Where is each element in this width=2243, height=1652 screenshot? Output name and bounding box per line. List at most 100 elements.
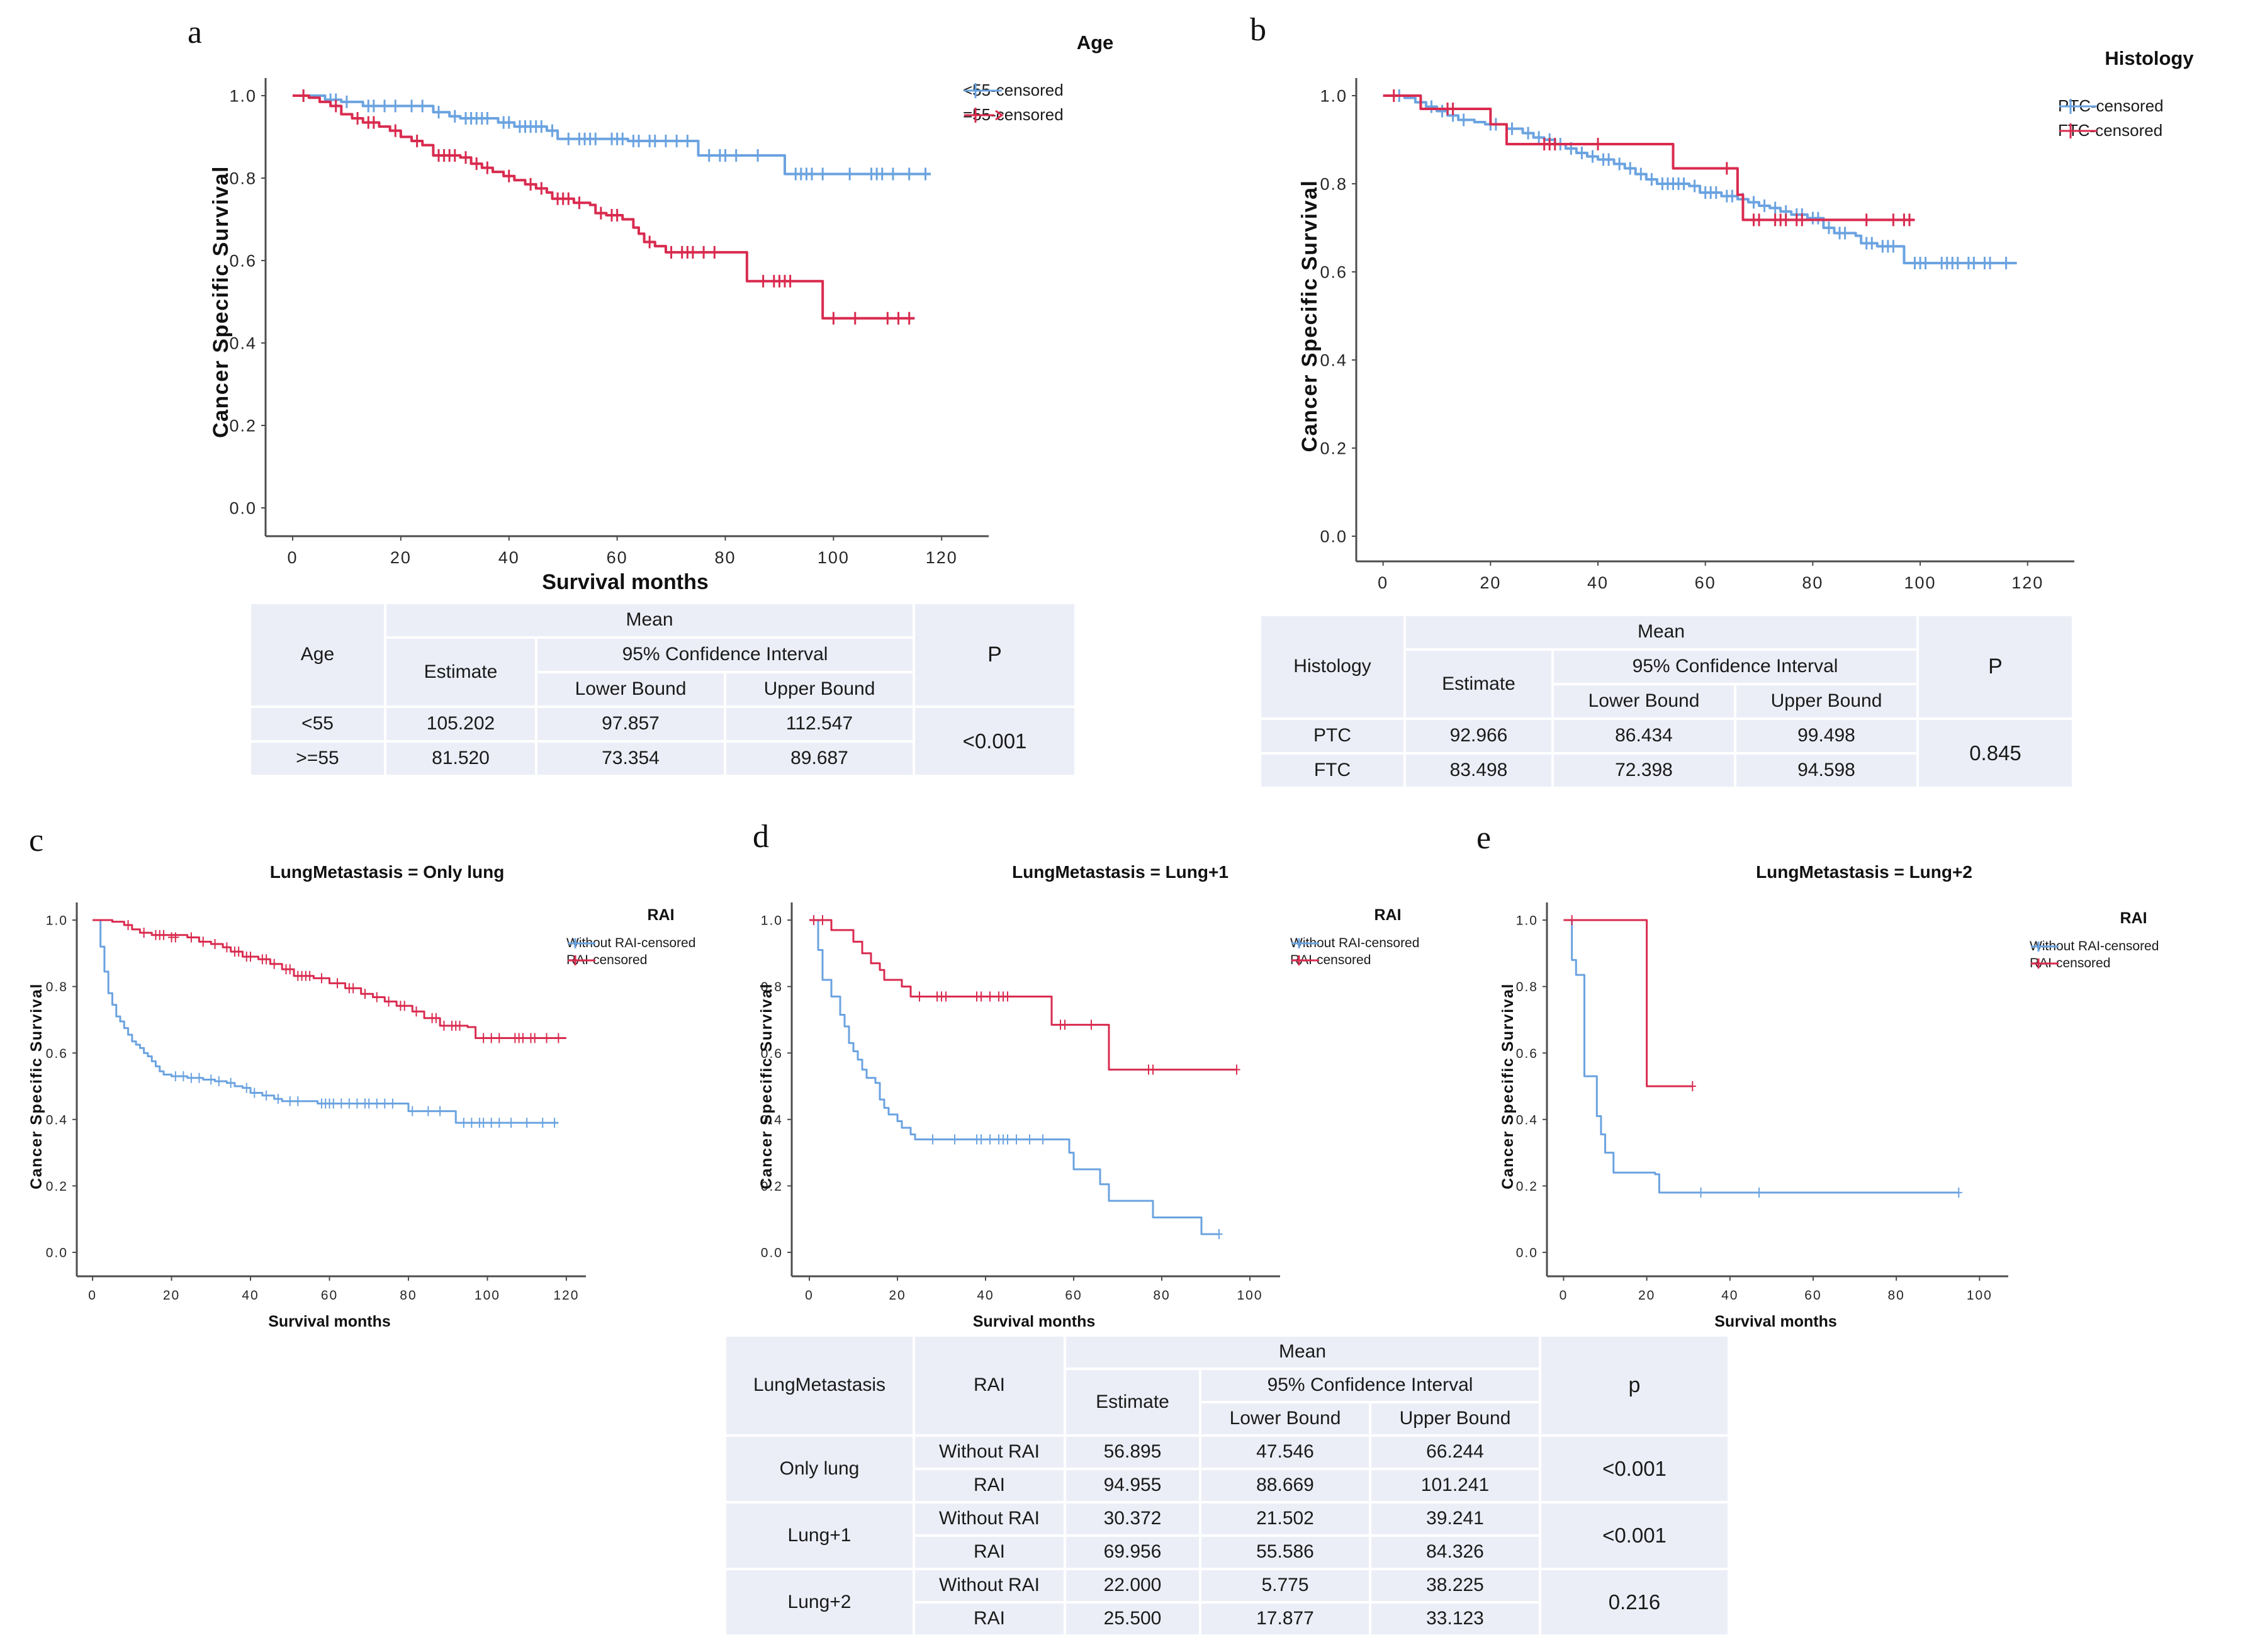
cell-upper: 89.687	[724, 740, 915, 777]
legend-entry-label: Without RAI-censored	[1290, 936, 1420, 950]
header-ci: 95% Confidence Interval	[1199, 1368, 1541, 1403]
y-tick-label: 0.0	[761, 1246, 783, 1261]
age-survival-table: Age Mean P Estimate 95% Confidence Inter…	[249, 602, 1077, 777]
km-curve-RAI-censored	[93, 919, 566, 1039]
legend-entry: Without RAI-censored	[566, 936, 755, 951]
header-p: p	[1539, 1334, 1730, 1437]
legend-marker-plus-arrow-icon	[964, 107, 1004, 123]
cell-group: Lung+2	[724, 1568, 915, 1637]
legend-entries: Without RAI-censored RAI-censored	[2030, 939, 2237, 973]
panel-letter-a: a	[188, 14, 203, 50]
axes: 0.0 0.2 0.4 0.6 0.8 1.0 0 20 40 60 80 100	[761, 902, 1280, 1303]
header-estimate: Estimate	[384, 636, 537, 708]
cell-lower: 97.857	[535, 705, 726, 743]
cell-lower: 47.546	[1199, 1434, 1371, 1470]
panel-letter-c: c	[29, 823, 44, 858]
table-row: FTC 83.498 72.398 94.598	[1259, 752, 2073, 789]
km-curve-Without RAI-censored	[809, 919, 1219, 1235]
cell-group: Lung+1	[724, 1501, 915, 1570]
cell-upper: 112.547	[724, 705, 915, 743]
legend-marker-plus-icon	[2031, 958, 2059, 969]
cell-upper: 94.598	[1734, 752, 1919, 789]
header-estimate: Estimate	[1403, 648, 1554, 720]
x-tick-label: 100	[475, 1288, 500, 1303]
legend-e: RAI Without RAI-censored RAI-censored	[2030, 909, 2237, 973]
cell-group: <55	[249, 705, 386, 743]
cell-lower: 73.354	[535, 740, 726, 777]
cell-estimate: 22.000	[1064, 1568, 1201, 1604]
legend-a: Age <55-censored =55-censored	[963, 31, 1227, 130]
censor-marks-PTC-censored	[1395, 89, 2011, 269]
km-curve-FTC-censored	[1383, 94, 1915, 222]
cell-group: PTC	[1259, 717, 1406, 755]
censor-marks-=55-censored	[299, 89, 914, 325]
panel-letter-e: e	[1476, 820, 1492, 856]
legend-marker-plus-icon	[2059, 123, 2097, 138]
header-p: P	[1916, 614, 2074, 720]
cell-p-value: <0.001	[1539, 1501, 1730, 1570]
y-tick-label: 0.8	[46, 980, 68, 994]
y-tick-label: 1.0	[46, 914, 68, 928]
legend-marker-plus-icon	[2031, 941, 2059, 952]
y-tick-label: 0.8	[229, 169, 257, 188]
x-tick-label: 40	[1721, 1288, 1738, 1303]
cell-upper: 33.123	[1369, 1601, 1541, 1637]
x-tick-label: 60	[1065, 1288, 1082, 1303]
y-tick-label: 0.2	[229, 417, 257, 435]
cell-group: >=55	[249, 740, 386, 777]
y-tick-label: 0.2	[46, 1179, 68, 1194]
legend-c: RAI Without RAI-censored RAI-censored	[566, 906, 755, 970]
cell-estimate: 81.520	[384, 740, 537, 777]
y-tick-label: 0.8	[761, 980, 783, 994]
cell-p-value: <0.001	[913, 705, 1077, 777]
x-tick-label: 80	[714, 548, 736, 567]
cell-estimate: 56.895	[1064, 1434, 1201, 1470]
panel-letter-d: d	[753, 819, 769, 855]
x-tick-label: 100	[1904, 573, 1937, 592]
x-tick-label: 20	[390, 548, 412, 567]
cell-estimate: 69.956	[1064, 1534, 1201, 1570]
legend-entry: PTC-censored	[2058, 96, 2240, 116]
x-tick-label: 40	[498, 548, 520, 567]
header-p: P	[913, 602, 1077, 708]
cell-lower: 72.398	[1551, 752, 1736, 789]
legend-entry: RAI-censored	[566, 953, 755, 968]
x-tick-label: 60	[1695, 573, 1716, 592]
x-tick-label: 0	[287, 548, 298, 567]
x-tick-label: 20	[1638, 1288, 1655, 1303]
km-curve-RAI-censored	[1563, 919, 1693, 1087]
x-tick-label: 100	[1237, 1288, 1262, 1303]
cell-p-value: <0.001	[1539, 1434, 1730, 1503]
cell-group: Only lung	[724, 1434, 915, 1503]
axes: 0.0 0.2 0.4 0.6 0.8 1.0 0 20 40 60 80 100 120	[229, 78, 989, 567]
km-curve-RAI-censored	[809, 919, 1237, 1071]
censor-marks-RAI-censored	[124, 919, 562, 1043]
y-tick-label: 0.8	[1516, 980, 1538, 994]
km-panel-c: LungMetastasis = Only lung 0.0 0.2 0.4 0.6 0…	[19, 818, 755, 1330]
legend-marker-plus-icon	[1291, 955, 1319, 965]
legend-marker-plus-icon	[2059, 98, 2097, 114]
cell-upper: 84.326	[1369, 1534, 1541, 1570]
y-tick-label: 0.4	[229, 334, 257, 353]
x-tick-label: 80	[1802, 573, 1823, 592]
x-tick-label: 40	[977, 1288, 994, 1303]
lung-metastasis-rai-table: LungMetastasis RAI Mean p Estimate 95% C…	[724, 1334, 1730, 1637]
y-tick-label: 1.0	[761, 914, 783, 928]
y-axis-label: Cancer Specific Survival	[209, 166, 233, 438]
y-tick-label: 0.2	[761, 1179, 783, 1194]
y-tick-label: 0.0	[1516, 1246, 1538, 1261]
legend-entry-label: Without RAI-censored	[566, 936, 696, 950]
cell-p-value: 0.845	[1916, 717, 2074, 789]
panel-letter-b: b	[1250, 12, 1266, 48]
km-curve-Without RAI-censored	[1563, 919, 1959, 1194]
x-tick-label: 60	[1804, 1288, 1821, 1303]
legend-d: RAI Without RAI-censored RAI-censored	[1290, 906, 1485, 970]
y-tick-label: 1.0	[1516, 914, 1538, 928]
cell-rai: RAI	[913, 1468, 1066, 1503]
km-plot-a: 0.0 0.2 0.4 0.6 0.8 1.0 0 20 40 60 80 100 120 Cancer …	[209, 78, 989, 594]
legend-entry-label: RAI-censored	[566, 953, 648, 967]
x-tick-label: 0	[805, 1288, 814, 1303]
x-tick-label: 40	[242, 1288, 259, 1303]
legend-marker-plus-icon	[1291, 938, 1319, 948]
y-axis-label: Cancer Specific Survival	[1499, 983, 1517, 1189]
